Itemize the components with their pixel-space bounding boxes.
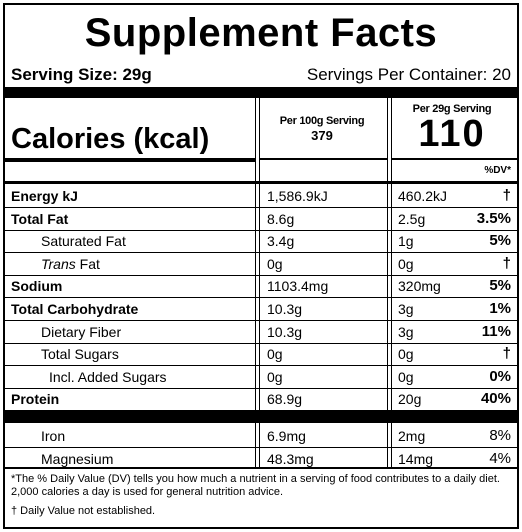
per29-value: 0g [398, 255, 414, 272]
servings-per-container: Servings Per Container: 20 [306, 65, 511, 84]
serving-size: Serving Size: 29g [11, 65, 152, 84]
calories-label: Calories (kcal) [11, 123, 210, 155]
dv-header: %DV* [484, 165, 511, 176]
column-rule [387, 98, 388, 467]
column-rule [255, 98, 256, 467]
nutrient-name: Trans Fat [41, 253, 100, 275]
nutrient-name-text: Protein [11, 391, 60, 408]
nutrient-name-text: Iron [41, 428, 66, 444]
nutrient-name-text: Total Carbohydrate [11, 301, 139, 317]
daily-value: 8% [489, 427, 511, 444]
per100-value: 10.3g [267, 323, 303, 340]
thick-bar [5, 410, 517, 423]
per100-value: 0g [267, 255, 283, 272]
daily-value: 1% [489, 300, 511, 317]
nutrient-name: Dietary Fiber [41, 321, 121, 343]
daily-value: 11% [481, 322, 511, 340]
nutrient-name: Iron [41, 425, 65, 447]
nutrient-name-italic: Trans [41, 255, 76, 272]
per100-value: 1,586.9kJ [267, 188, 328, 204]
nutrient-name-text: Saturated Fat [41, 233, 126, 250]
rule [391, 158, 517, 160]
per29-value: 1g [398, 233, 414, 250]
rule [5, 467, 517, 469]
per100-value: 1103.4mg [267, 278, 329, 295]
row-rule [5, 320, 517, 321]
per29-value: 320mg [398, 278, 441, 295]
per100-value: 0g [267, 346, 283, 363]
nutrient-name: Incl. Added Sugars [49, 366, 167, 388]
per29-value: 3g [398, 301, 414, 317]
row-rule [5, 229, 517, 231]
dagger-note: † Daily Value not established. [11, 505, 156, 517]
row-rule [5, 252, 517, 254]
nutrient-name-text: Total Fat [11, 210, 69, 227]
row-rule [5, 274, 517, 276]
daily-value: 5% [489, 232, 511, 250]
per100-header: Per 100g Serving [279, 115, 365, 127]
per29-value: 0g [398, 368, 414, 385]
daily-value: 5% [489, 277, 511, 295]
nutrient-name: Protein [11, 388, 59, 410]
row-rule [5, 297, 517, 299]
per29-value: 2mg [398, 428, 426, 444]
per100-value: 68.9g [267, 391, 303, 408]
daily-value: † [502, 345, 511, 363]
nutrient-name-text: Energy kJ [11, 188, 78, 204]
nutrient-name: Sodium [11, 275, 62, 297]
nutrient-name: Total Carbohydrate [11, 298, 138, 320]
per29-value: 20g [398, 391, 422, 408]
row-rule [5, 447, 517, 448]
per100-value: 0g [267, 368, 283, 385]
per100-value: 3.4g [267, 233, 295, 250]
nutrient-name-text: Magnesium [41, 450, 114, 467]
nutrient-name: Total Fat [11, 208, 68, 230]
per29-value: 2.5g [398, 210, 426, 227]
nutrient-name-text: Sodium [11, 278, 63, 295]
footnote: *The % Daily Value (DV) tells you how mu… [11, 473, 500, 498]
per100-calories: 379 [311, 128, 333, 143]
nutrient-name-text: Incl. Added Sugars [49, 368, 167, 385]
nutrient-name: Magnesium [41, 448, 113, 470]
row-rule [5, 365, 517, 367]
row-rule [5, 387, 517, 389]
nutrient-name-text: Total Sugars [41, 346, 119, 363]
per29-value: 14mg [398, 450, 434, 467]
column-rule [259, 98, 260, 467]
title: Supplement Facts [84, 11, 438, 55]
daily-value: † [502, 187, 511, 204]
rule [259, 158, 387, 160]
thick-bar [5, 87, 517, 98]
column-rule [391, 98, 392, 467]
nutrient-name: Total Sugars [41, 343, 119, 365]
daily-value: 3.5% [476, 209, 511, 227]
nutrient-name-text: Dietary Fiber [41, 323, 122, 340]
row-rule [5, 207, 517, 208]
nutrient-name-text: Fat [79, 255, 100, 272]
per29-header: Per 29g Serving [412, 103, 492, 115]
per29-calories: 110 [418, 113, 486, 155]
rule [5, 158, 255, 162]
daily-value: † [502, 254, 511, 272]
daily-value: 0% [489, 367, 511, 385]
per100-value: 6.9mg [267, 428, 306, 444]
per29-value: 460.2kJ [398, 188, 448, 204]
per29-value: 0g [398, 346, 414, 363]
per100-value: 48.3mg [267, 450, 314, 467]
daily-value: 40% [480, 390, 511, 408]
nutrient-name: Energy kJ [11, 185, 78, 207]
rule [5, 181, 517, 184]
per100-value: 8.6g [267, 210, 295, 227]
row-rule [5, 342, 517, 344]
supplement-facts-label: Supplement Facts Serving Size: 29g Servi… [3, 3, 519, 529]
nutrient-name: Saturated Fat [41, 230, 126, 252]
per100-value: 10.3g [267, 301, 303, 317]
per29-value: 3g [398, 323, 414, 340]
daily-value: 4% [489, 449, 511, 467]
